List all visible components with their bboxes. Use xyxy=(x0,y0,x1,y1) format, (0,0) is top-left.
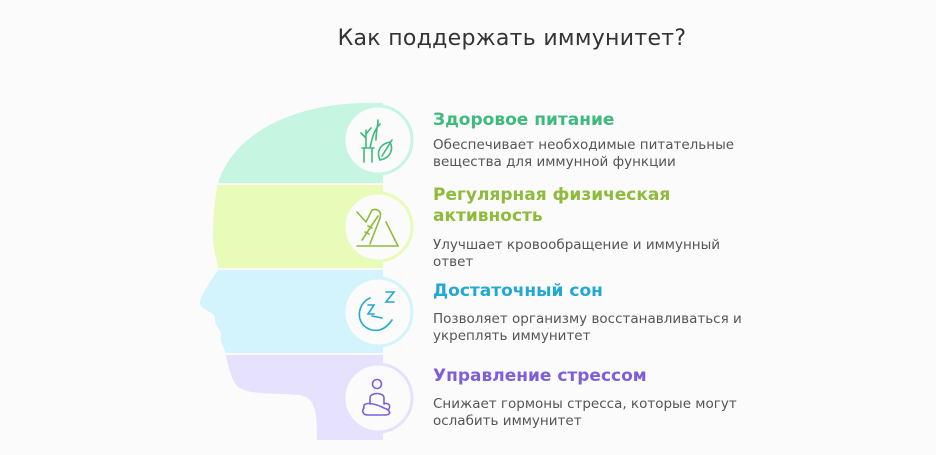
meditation-icon xyxy=(362,378,391,416)
item-sleep: Достаточный сон Позволяет организму восс… xyxy=(433,281,773,345)
icon-circle xyxy=(342,104,414,176)
item-heading: Регулярная физическая активность xyxy=(433,185,671,226)
item-description: Улучшает кровообращение и иммунный ответ xyxy=(433,237,721,270)
page-title: Как поддержать иммунитет? xyxy=(337,26,687,51)
item-nutrition: Здоровое питание Обеспечивает необходимы… xyxy=(433,110,773,171)
item-heading: Здоровое питание xyxy=(433,110,615,130)
icon-circle xyxy=(342,191,414,263)
icon-circle xyxy=(342,362,414,434)
moon-sleep-icon xyxy=(358,291,396,332)
item-description: Позволяет организму восстанавливаться и … xyxy=(433,311,742,344)
item-heading: Достаточный сон xyxy=(433,281,603,301)
sneaker-icon xyxy=(356,208,399,247)
plant-leaf-icon xyxy=(360,119,393,163)
icon-circle xyxy=(342,276,414,348)
item-heading: Управление стрессом xyxy=(433,366,647,386)
item-description: Обеспечивает необходимые питательные вещ… xyxy=(433,137,735,170)
item-stress: Управление стрессом Снижает гормоны стре… xyxy=(433,366,773,430)
item-description: Снижает гормоны стресса, которые могут о… xyxy=(433,396,737,429)
item-activity: Регулярная физическая активность Улучшае… xyxy=(433,185,773,271)
